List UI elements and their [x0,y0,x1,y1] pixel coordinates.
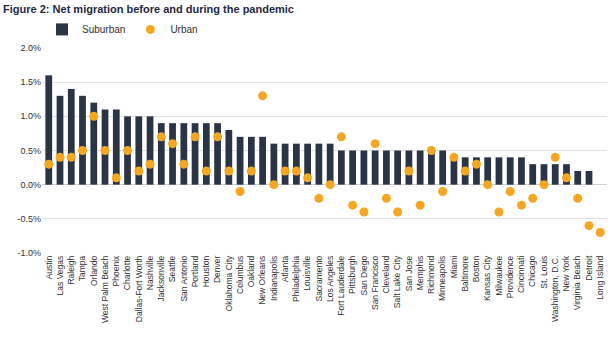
svg-text:St. Louis: St. Louis [539,256,549,289]
svg-text:Austin: Austin [44,255,54,279]
svg-text:Portland: Portland [190,255,200,287]
svg-text:Nashville: Nashville [145,255,155,290]
svg-text:Suburban: Suburban [82,24,125,35]
svg-text:Columbus: Columbus [235,256,245,294]
svg-text:San Jose: San Jose [404,255,414,291]
svg-text:Kansas City: Kansas City [482,255,492,301]
svg-text:Richmond: Richmond [426,255,436,294]
svg-text:Minneapolis: Minneapolis [437,256,447,301]
svg-text:New York: New York [561,255,571,292]
svg-text:Cincinnati: Cincinnati [516,256,526,293]
svg-text:Boston: Boston [471,255,481,282]
svg-text:Oklahoma City: Oklahoma City [224,255,234,311]
svg-text:Atlanta: Atlanta [280,255,290,282]
svg-text:Miami: Miami [449,256,459,279]
svg-text:2.0%: 2.0% [20,43,41,53]
svg-text:Charlotte: Charlotte [122,255,132,290]
svg-text:Pittsburgh: Pittsburgh [347,255,357,294]
svg-text:Phoenix: Phoenix [111,255,121,286]
svg-text:Houston: Houston [201,255,211,287]
svg-text:Cleveland: Cleveland [381,255,391,293]
svg-text:Source: Placer AI, December 20: Source: Placer AI, December 2021 [10,339,125,341]
svg-text:New Orleans: New Orleans [257,256,267,305]
svg-text:San Diego: San Diego [359,255,369,295]
svg-text:Orlando: Orlando [89,255,99,286]
svg-text:Philadelphia: Philadelphia [291,255,301,302]
svg-text:Urban: Urban [170,24,197,35]
svg-text:Salt Lake City: Salt Lake City [392,255,402,308]
svg-text:Detroit: Detroit [584,255,594,281]
svg-text:Fort Lauderdale: Fort Lauderdale [336,255,346,315]
svg-text:West Palm Beach: West Palm Beach [100,255,110,323]
svg-text:-0.5%: -0.5% [17,214,41,224]
svg-text:-1.0%: -1.0% [17,248,41,258]
svg-text:0.5%: 0.5% [20,146,41,156]
svg-text:Sacramento: Sacramento [314,255,324,301]
svg-text:Baltimore: Baltimore [460,255,470,291]
svg-text:Providence: Providence [505,255,515,298]
svg-text:Dallas-Fort Worth: Dallas-Fort Worth [134,255,144,322]
svg-text:0.0%: 0.0% [20,180,41,190]
svg-text:Oakland: Oakland [246,255,256,287]
svg-text:Memphis: Memphis [415,256,425,290]
svg-text:Seattle: Seattle [167,255,177,282]
svg-text:Figure 2: Net migration before: Figure 2: Net migration before and durin… [3,3,294,15]
svg-text:1.0%: 1.0% [20,111,41,121]
svg-text:San Antonio: San Antonio [179,255,189,301]
svg-text:Los Angeles: Los Angeles [325,256,335,302]
svg-text:Denver: Denver [212,256,222,284]
svg-text:Louisville: Louisville [302,255,312,290]
svg-text:Las Vegas: Las Vegas [55,256,65,296]
svg-text:1.5%: 1.5% [20,77,41,87]
svg-text:Long Island: Long Island [595,255,605,299]
svg-text:Chicago: Chicago [527,255,537,286]
svg-text:Raleigh: Raleigh [66,255,76,284]
svg-text:Jacksonville: Jacksonville [156,255,166,301]
svg-text:Tampa: Tampa [77,255,87,281]
svg-text:Milwaukee: Milwaukee [494,255,504,295]
svg-text:Virginia Beach: Virginia Beach [573,255,583,310]
svg-text:Indianapolis: Indianapolis [269,256,279,301]
svg-text:San Francisco: San Francisco [370,255,380,310]
svg-text:Washington, D.C.: Washington, D.C. [550,256,560,322]
